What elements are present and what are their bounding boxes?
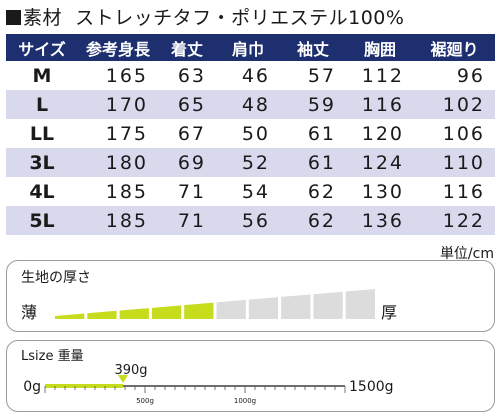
thin-label: 薄 — [21, 303, 38, 322]
table-cell: 185 — [105, 180, 148, 203]
table-cell: 124 — [346, 148, 414, 177]
table-row: L 170 65 48 59 116 102 — [6, 90, 495, 119]
size-cell: LL — [29, 122, 55, 145]
title-prefix: 素材 — [23, 7, 63, 29]
table-cell: 71 — [158, 206, 216, 235]
table-cell: 62 — [280, 206, 346, 235]
table-cell: 54 — [241, 180, 270, 203]
thickness-segment-filled — [184, 302, 214, 319]
weight-tick-label: 500g — [136, 397, 154, 405]
unit-label: 単位/cm — [439, 246, 494, 262]
thickness-segment-empty — [313, 291, 343, 319]
table-cell: 52 — [216, 148, 280, 177]
header-chest: 胸囲 — [346, 34, 414, 61]
size-table-header-row: サイズ 参考身長 着丈 肩巾 袖丈 胸囲 裾廻り — [6, 34, 495, 61]
table-cell: 57 — [307, 64, 336, 87]
table-cell: 130 — [361, 180, 404, 203]
thickness-segment-filled — [55, 313, 85, 319]
weight-tick-label: 1000g — [234, 397, 256, 405]
size-cell: M — [32, 64, 52, 87]
table-cell: 63 — [177, 64, 206, 87]
table-cell: 165 — [105, 64, 148, 87]
thickness-label: 生地の厚さ — [21, 270, 91, 286]
size-cell: 3L — [6, 148, 78, 177]
size-table: サイズ 参考身長 着丈 肩巾 袖丈 胸囲 裾廻り M 165 63 46 57 … — [6, 34, 495, 235]
table-cell: 102 — [414, 90, 495, 119]
table-cell: 116 — [442, 180, 485, 203]
weight-label: Lsize 重量 — [21, 349, 84, 364]
weight-min-label: 0g — [23, 379, 41, 395]
table-cell: 62 — [307, 180, 336, 203]
size-cell: 5L — [6, 206, 78, 235]
table-cell: 180 — [78, 148, 158, 177]
table-cell: 120 — [361, 122, 404, 145]
thickness-segment-empty — [216, 299, 246, 319]
table-cell: 185 — [78, 206, 158, 235]
table-cell: 96 — [456, 64, 485, 87]
thickness-panel: 生地の厚さ 薄 厚 — [6, 260, 495, 332]
table-cell: 136 — [346, 206, 414, 235]
table-cell: 122 — [414, 206, 495, 235]
size-cell: 4L — [29, 180, 55, 203]
header-length: 着丈 — [158, 34, 216, 61]
weight-scale: 0g 1500g 500g 1000g 390g — [23, 363, 394, 405]
size-cell: L — [6, 90, 78, 119]
thickness-segment-filled — [87, 310, 117, 319]
square-bullet-icon — [6, 10, 21, 25]
table-cell: 61 — [280, 148, 346, 177]
thickness-segment-empty — [248, 297, 279, 319]
table-cell: 106 — [442, 122, 485, 145]
table-cell: 67 — [177, 122, 206, 145]
table-cell: 59 — [280, 90, 346, 119]
table-cell: 50 — [241, 122, 270, 145]
table-cell: 112 — [361, 64, 404, 87]
table-row: 3L 180 69 52 61 124 110 — [6, 148, 495, 177]
thick-label: 厚 — [381, 303, 398, 322]
table-cell: 110 — [414, 148, 495, 177]
material-text: ストレッチタフ・ポリエステル100% — [75, 7, 405, 29]
table-row: 4L 185 71 54 62 130 116 — [6, 177, 495, 206]
thickness-segment-filled — [151, 305, 182, 319]
weight-panel: Lsize 重量 0g 1500g 500g 1000g 390g — [6, 340, 495, 412]
header-hem: 裾廻り — [414, 34, 495, 61]
weight-value-label: 390g — [114, 363, 147, 378]
table-cell: 175 — [105, 122, 148, 145]
table-row: M 165 63 46 57 112 96 — [6, 61, 495, 90]
header-sleeve: 袖丈 — [280, 34, 346, 61]
table-cell: 56 — [216, 206, 280, 235]
header-shoulder: 肩巾 — [216, 34, 280, 61]
table-cell: 69 — [158, 148, 216, 177]
header-height: 参考身長 — [78, 34, 158, 61]
material-title: 素材 ストレッチタフ・ポリエステル100% — [6, 4, 404, 32]
thickness-meter — [55, 289, 375, 319]
thickness-segment-empty — [345, 289, 375, 319]
table-row: LL 175 67 50 61 120 106 — [6, 119, 495, 148]
weight-marker-icon — [118, 375, 128, 383]
table-cell: 65 — [158, 90, 216, 119]
table-cell: 170 — [78, 90, 158, 119]
table-cell: 48 — [216, 90, 280, 119]
table-row: 5L 185 71 56 62 136 122 — [6, 206, 495, 235]
weight-fill-bar — [45, 384, 123, 388]
table-cell: 116 — [346, 90, 414, 119]
thickness-segment-empty — [281, 294, 311, 319]
weight-max-label: 1500g — [349, 379, 394, 395]
table-cell: 46 — [241, 64, 270, 87]
table-cell: 61 — [307, 122, 336, 145]
header-size: サイズ — [6, 34, 78, 61]
thickness-segment-filled — [119, 308, 149, 319]
table-cell: 71 — [177, 180, 206, 203]
